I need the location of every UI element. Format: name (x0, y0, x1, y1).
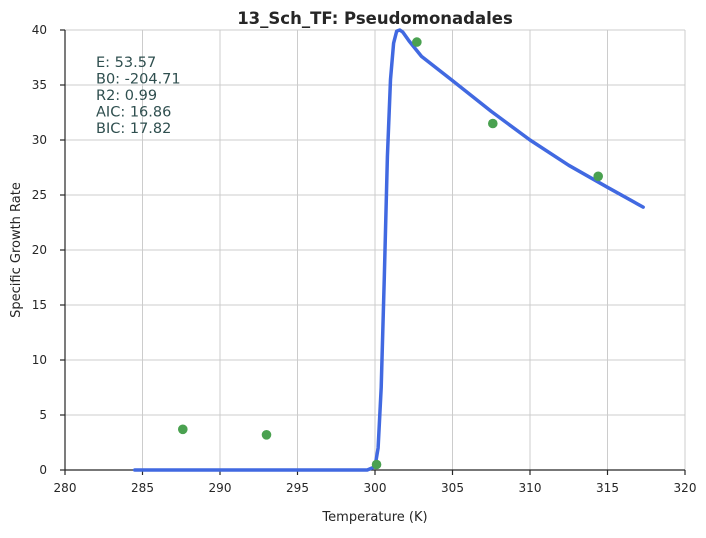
x-tick-label: 300 (364, 481, 387, 495)
x-tick-label: 285 (131, 481, 154, 495)
stat-e: E: 53.57 (96, 55, 156, 71)
grid (65, 29, 686, 470)
y-tick-label: 15 (32, 298, 47, 312)
stat-bic: BIC: 17.82 (96, 121, 171, 137)
x-tick-label: 295 (286, 481, 309, 495)
y-tick-label: 40 (32, 23, 47, 37)
y-tick-label: 20 (32, 243, 47, 257)
data-point (593, 171, 603, 182)
data-point (261, 430, 272, 440)
text-layer: 13_Sch_TF: Pseudomonadales Temperature (… (9, 9, 513, 525)
y-tick-label: 25 (32, 188, 47, 202)
x-axis-label: Temperature (K) (321, 510, 427, 525)
x-tick-label: 315 (596, 481, 619, 495)
data-points-layer (178, 37, 603, 470)
data-point (412, 37, 422, 47)
x-tick-label: 310 (519, 481, 542, 495)
chart-title: 13_Sch_TF: Pseudomonadales (237, 9, 513, 28)
x-tick-label: 320 (674, 481, 697, 495)
y-axis-label: Specific Growth Rate (9, 182, 24, 318)
y-tick-label: 35 (32, 78, 47, 92)
data-point (371, 459, 382, 470)
x-tick-label: 305 (441, 481, 464, 495)
data-point (488, 118, 498, 129)
stat-b0: B0: -204.71 (96, 72, 181, 88)
x-tick-label: 290 (209, 481, 232, 495)
y-tick-label: 10 (32, 353, 47, 367)
data-point (178, 424, 188, 435)
stat-r2: R2: 0.99 (96, 88, 157, 104)
y-tick-label: 5 (39, 408, 47, 422)
stat-aic: AIC: 16.86 (96, 105, 171, 121)
y-tick-label: 30 (32, 133, 47, 147)
x-tick-label: 280 (54, 481, 77, 495)
y-tick-label: 0 (39, 463, 47, 477)
axes: 280 285 290 295 300 305 310 315 320 0 5 10 15 20 25 30 3… (32, 23, 697, 495)
